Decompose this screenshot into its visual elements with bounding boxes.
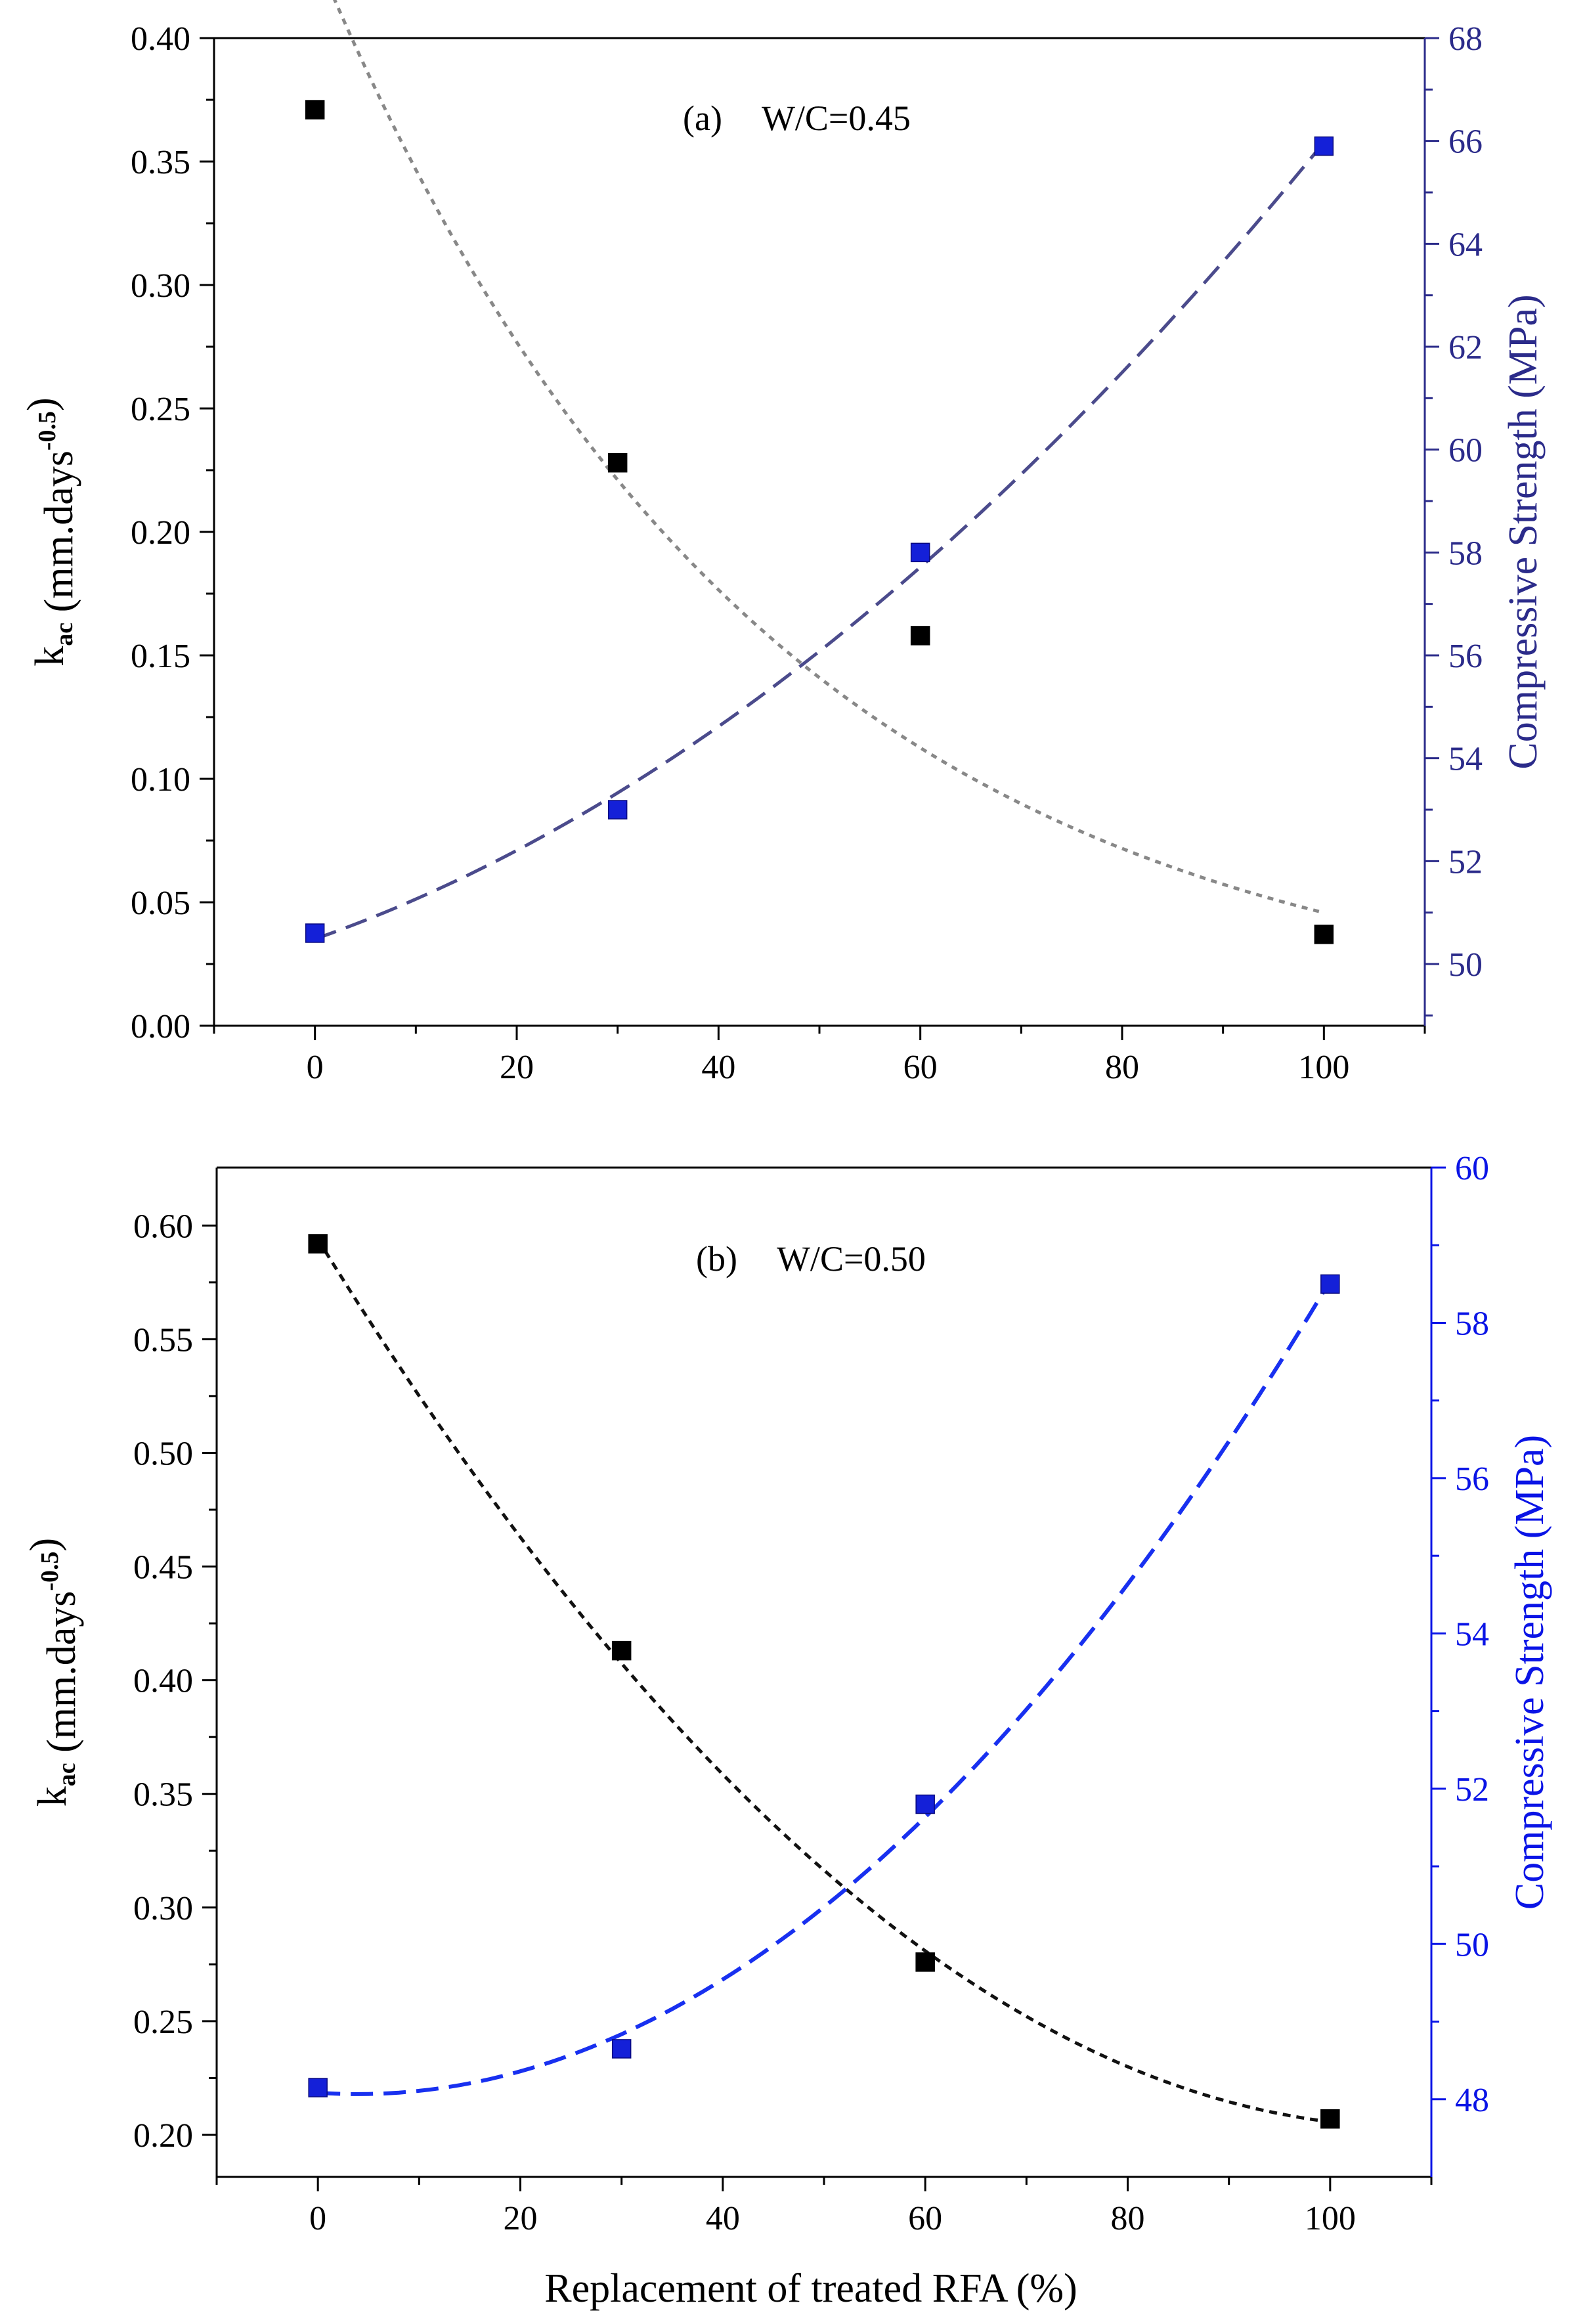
y-left-tick-label: 0.35 [133,1776,193,1814]
x-tick-label: 60 [908,2200,942,2237]
y-right-tick-label: 50 [1455,1926,1489,1963]
y-left-axis-title-sub: ac [53,1763,81,1786]
x-axis-title: Replacement of treated RFA (%) [544,2266,1077,2311]
strength-fit-curve [318,1279,1332,2096]
x-tick-label: 20 [504,2200,538,2237]
y-left-axis-title-part: k [28,646,72,667]
strength-data-point [1314,136,1334,156]
y-right-tick-label: 48 [1455,2082,1489,2119]
panel-annotation: (a) W/C=0.45 [683,99,911,138]
y-left-tick-label: 0.10 [131,761,190,799]
y-left-tick-label: 0.40 [133,1663,193,1700]
kac-data-point [611,1640,632,1661]
y-left-tick-label: 0.25 [133,2004,193,2041]
kac-data-point [305,100,325,120]
y-right-axis-title: Compressive Strength (MPa) [1508,1435,1552,1910]
y-left-tick-label: 0.60 [133,1208,193,1245]
y-left-tick-label: 0.20 [133,2117,193,2155]
y-left-axis-title-part: (mm.days [37,450,81,623]
kac-data-point [607,452,628,473]
x-tick-label: 60 [903,1049,938,1086]
wc-ratio-label: W/C=0.45 [762,99,911,138]
y-right-tick-label: 50 [1448,946,1483,984]
y-right-tick-label: 52 [1455,1771,1489,1809]
y-left-axis-title-part: ) [22,1538,67,1552]
kac-data-point [915,1952,935,1972]
y-left-tick-label: 0.00 [131,1008,190,1045]
y-left-tick-label: 0.20 [131,514,190,552]
y-right-tick-label: 54 [1448,741,1483,778]
y-right-tick-label: 54 [1455,1615,1489,1653]
y-left-axis-title-sup: -0.5 [36,1551,64,1590]
strength-data-point [611,2039,632,2059]
y-left-axis-title-sub: ac [51,623,78,646]
y-left-axis-title-sup: -0.5 [33,411,61,450]
strength-data-point [910,542,930,563]
x-tick-label: 80 [1105,1049,1139,1086]
y-right-tick-label: 60 [1448,432,1483,470]
y-left-tick-label: 0.05 [131,885,190,922]
kac-data-point [1314,925,1334,944]
panel-annotation: (b) W/C=0.50 [696,1239,926,1279]
x-tick-label: 0 [307,1049,324,1086]
y-left-axis-title: kac (mm.days-0.5) [20,397,81,666]
y-left-axis-title-part: ) [20,397,64,411]
y-left-tick-label: 0.30 [133,1890,193,1927]
y-left-tick-label: 0.45 [133,1549,193,1587]
y-right-tick-label: 68 [1448,20,1483,58]
x-tick-label: 20 [500,1049,534,1086]
panel-label: (b) [696,1239,737,1279]
y-left-tick-label: 0.40 [131,20,190,58]
panel-label: (a) [683,99,722,138]
y-left-tick-label: 0.50 [133,1435,193,1472]
y-right-tick-label: 60 [1455,1150,1489,1187]
chart-panel-a: 0 20 40 60 80 100 0.00 0.05 0.10 0.15 0.20 0.25 0.30… [20,0,1546,1086]
x-tick-label: 100 [1298,1049,1349,1086]
kac-data-point [308,1234,328,1254]
strength-data-point [305,923,325,943]
y-right-tick-label: 56 [1448,638,1483,675]
x-tick-label: 40 [701,1049,735,1086]
y-left-axis-title-part: k [30,1786,75,1807]
y-right-tick-label: 62 [1448,329,1483,366]
kac-data-point [1320,2109,1340,2129]
y-right-tick-label: 66 [1448,123,1483,161]
kac-data-point [910,626,930,646]
strength-data-point [607,800,628,820]
chart-panel-b: 0 20 40 60 80 100 0.20 0.25 0.30 0.35 0.40 0.45 0.50… [22,1150,1552,2237]
y-right-tick-label: 56 [1455,1460,1489,1498]
y-right-tick-label: 64 [1448,226,1483,263]
strength-data-point [915,1794,935,1814]
x-tick-label: 100 [1305,2200,1356,2237]
x-tick-label: 80 [1111,2200,1145,2237]
strength-fit-curve [314,141,1326,941]
y-left-tick-label: 0.15 [131,638,190,675]
y-right-tick-label: 58 [1448,535,1483,572]
y-left-axis-title: kac (mm.days-0.5) [22,1538,84,1807]
y-left-tick-label: 0.30 [131,267,190,305]
y-left-tick-label: 0.55 [133,1321,193,1359]
kac-fit-curve [316,1238,1331,2124]
y-right-tick-label: 52 [1448,843,1483,881]
strength-data-point [308,2078,328,2097]
strength-data-point [1320,1274,1340,1294]
y-right-tick-label: 58 [1455,1305,1489,1342]
y-right-axis-title: Compressive Strength (MPa) [1501,294,1546,769]
wc-ratio-label: W/C=0.50 [777,1239,926,1279]
y-left-axis-title-part: (mm.days [39,1591,84,1763]
x-tick-label: 0 [309,2200,326,2237]
x-tick-label: 40 [706,2200,740,2237]
kac-fit-curve [333,0,1324,915]
y-left-tick-label: 0.35 [131,144,190,181]
y-left-tick-label: 0.25 [131,391,190,428]
